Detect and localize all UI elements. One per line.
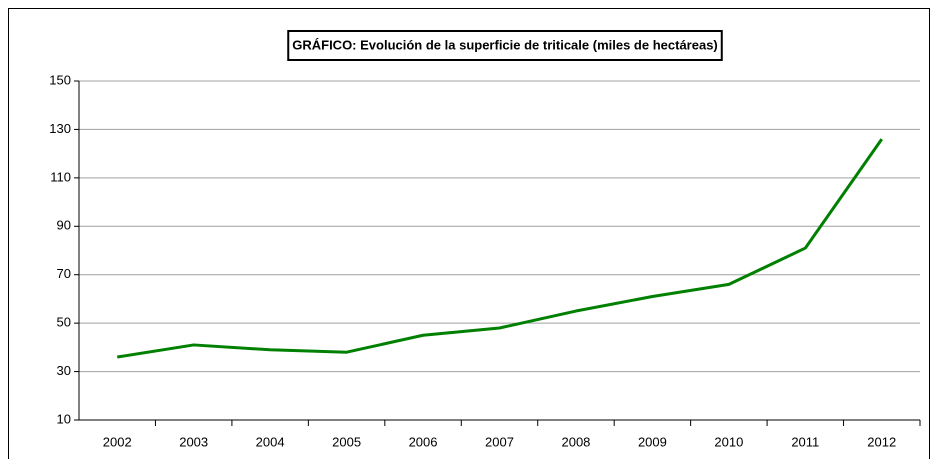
title-box [287,30,723,61]
x-tick-label: 2011 [791,434,819,449]
y-tick-label: 10 [57,411,71,426]
x-tick-label: 2005 [332,434,361,449]
x-tick-label: 2012 [867,434,896,449]
x-tick-label: 2003 [179,434,208,449]
x-tick-label: 2006 [409,434,438,449]
chart-title: GRÁFICO: Evolución de la superficie de t… [292,37,718,52]
y-tick-label: 130 [49,121,71,136]
y-tick-label: 70 [57,266,71,281]
line-series [116,138,884,359]
x-tick-label: 2008 [561,434,590,449]
x-tick-label: 2004 [256,434,285,449]
x-tick-label: 2010 [714,434,743,449]
y-tick-label: 110 [50,169,71,184]
y-tick-label: 30 [57,363,71,378]
chart-frame [8,8,930,459]
y-tick-label: 50 [57,315,71,330]
y-tick-label: 150 [49,72,71,87]
x-tick-label: 2002 [103,434,132,449]
y-tick-label: 90 [57,218,71,233]
x-tick-label: 2009 [638,434,667,449]
x-tick-label: 2007 [485,434,514,449]
